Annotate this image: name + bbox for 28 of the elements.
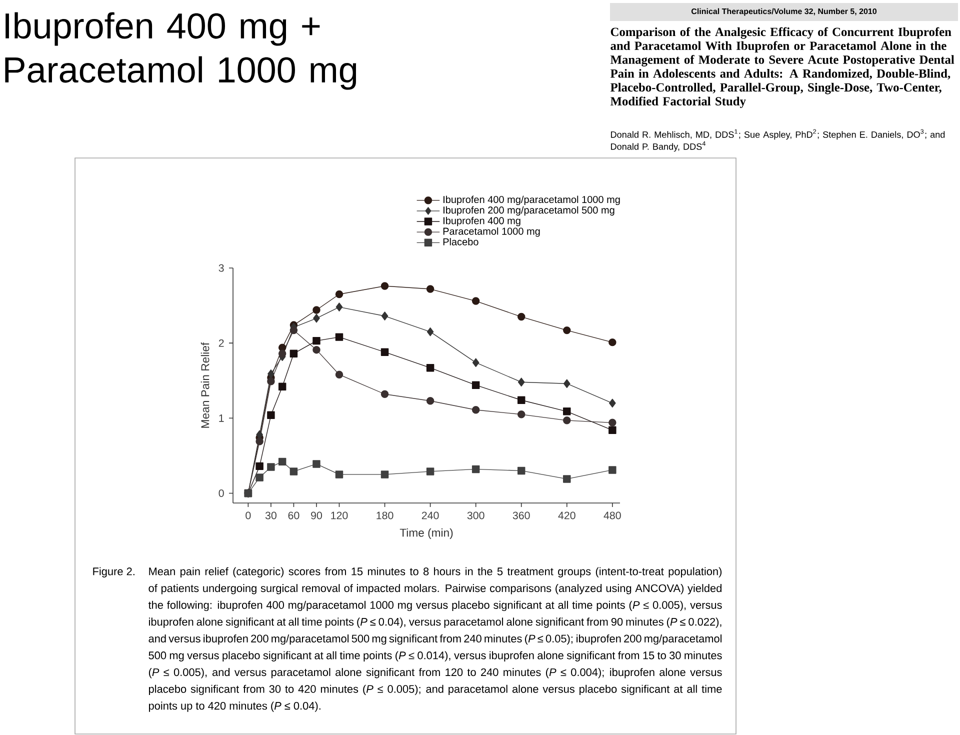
x-axis-title: Time (min) (400, 528, 453, 539)
y-tick-label: 2 (218, 339, 224, 347)
text: Clinical Therapeutics/Volume 32, Number 5, 2010 (691, 8, 877, 16)
x-tick-label: 0 (246, 512, 251, 520)
y-tick-label: 1 (219, 414, 224, 422)
chart-title: Ibuprofen 400 mg + Paracetamol 1000 mg (5, 12, 356, 90)
legend-label: Ibuprofen 400 mg/paracetamol 1000 mg (444, 196, 620, 206)
x-tick-label: 300 (467, 512, 484, 520)
y-tick-label: 0 (218, 489, 224, 498)
x-tick-label: 60 (288, 512, 300, 520)
y-tick-label: 3 (218, 264, 224, 272)
x-tick-label: 90 (311, 512, 322, 520)
text: Comparison of the Analgesic Efficacy of Concurrent Ibuprofen and Paracetamol With Ibuprofen or Paracetamol Alone in the Management of Moderate to Severe Acute Postoperative Dental Pain in Adolescents and Adults: A Randomized, Double-Blind, Placebo-Controlled, Parallel-Group, Single-Dose, Two-Center, Modified Factorial Study (610, 27, 954, 108)
legend-label: Placebo (443, 238, 478, 246)
x-tick-label: 420 (558, 512, 576, 520)
legend-label: Paracetamol 1000 mg (443, 227, 540, 237)
y-axis-title: Mean Pain Relief (200, 342, 210, 428)
x-tick-label: 480 (604, 512, 621, 520)
legend-label: Ibuprofen 400 mg (444, 216, 520, 226)
text: Mean pain relief (categoric) scores from 15 minutes to 8 hours in the 5 treatment groups (intent-to-treat population) of patients undergoing surgical removal of impacted molars. Pairwise comparisons (analyzed using ANCOVA) yielded the following: ibuprofen 400 mg/paracetamol 1000 mg versus placebo significant at all time points (P ≤ 0.005), versus ibuprofen alone significant at all time points (P ≤ 0.04), versus paracetamol alone significant from 90 minutes (P ≤ 0.022), and versus ibuprofen 200 mg/paracetamol 500 mg significant from 240 minutes (P ≤ 0.05); ibuprofen 200 mg/paracetamol 500 mg versus placebo significant at all time points (P ≤ 0.014), versus ibuprofen alone significant from 15 to 30 minutes (P ≤ 0.005), and versus paracetamol alone significant from 120 to 240 minutes (P ≤ 0.004); ibuprofen alone versus placebo significant from 30 to 420 minutes (P ≤ 0.005); and paracetamol alone versus placebo significant at all time points up to 420 minutes (P ≤ 0.04). (148, 567, 722, 712)
x-tick-label: 180 (376, 512, 394, 520)
x-tick-label: 240 (422, 512, 439, 520)
text: Donald R. Mehlisch, MD, DDS$^{1}$; Sue Aspley, PhD$^{2}$; Stephen E. Daniels, DO$^{3}$; and Donald P. Bandy, DDS$^{4}$ (611, 129, 945, 152)
x-tick-label: 360 (512, 512, 530, 520)
x-tick-label: 120 (331, 512, 348, 520)
caption: Figure 2. (93, 567, 134, 578)
legend-label: Ibuprofen 200 mg/paracetamol 500 mg (444, 206, 614, 216)
x-tick-label: 30 (265, 512, 276, 520)
